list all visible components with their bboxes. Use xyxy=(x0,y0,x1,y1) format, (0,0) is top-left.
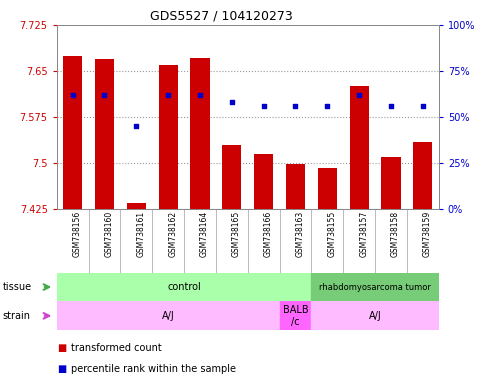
Bar xyxy=(318,168,337,209)
Text: BALB
/c: BALB /c xyxy=(282,305,308,327)
Point xyxy=(132,123,140,129)
Text: GSM738162: GSM738162 xyxy=(168,211,177,257)
Text: A/J: A/J xyxy=(369,311,382,321)
Point xyxy=(291,103,299,109)
Bar xyxy=(159,65,177,209)
Text: percentile rank within the sample: percentile rank within the sample xyxy=(71,364,237,374)
Text: GSM738155: GSM738155 xyxy=(327,211,336,257)
Point xyxy=(419,103,427,109)
Text: tissue: tissue xyxy=(2,282,32,292)
Bar xyxy=(350,86,369,209)
Text: ■: ■ xyxy=(57,364,66,374)
Text: rhabdomyosarcoma tumor: rhabdomyosarcoma tumor xyxy=(319,283,431,291)
Text: GSM738156: GSM738156 xyxy=(72,211,82,257)
Bar xyxy=(382,157,400,209)
Text: control: control xyxy=(167,282,201,292)
Bar xyxy=(286,164,305,209)
Point xyxy=(260,103,268,109)
Point xyxy=(355,92,363,98)
Bar xyxy=(312,301,439,330)
Bar xyxy=(127,203,146,209)
Bar xyxy=(190,58,210,209)
Text: GSM738166: GSM738166 xyxy=(264,211,273,257)
Point xyxy=(101,92,108,98)
Point xyxy=(387,103,395,109)
Text: GSM738157: GSM738157 xyxy=(359,211,368,257)
Point xyxy=(323,103,331,109)
Text: A/J: A/J xyxy=(162,311,175,321)
Bar xyxy=(222,145,242,209)
Text: GSM738158: GSM738158 xyxy=(391,211,400,257)
Bar xyxy=(95,59,114,209)
Bar xyxy=(413,142,432,209)
Point xyxy=(164,92,172,98)
Text: GSM738161: GSM738161 xyxy=(136,211,145,257)
Text: ■: ■ xyxy=(57,343,66,353)
Text: GSM738163: GSM738163 xyxy=(295,211,305,257)
Point xyxy=(228,99,236,106)
Text: strain: strain xyxy=(2,311,31,321)
Bar xyxy=(63,56,82,209)
Text: GSM738164: GSM738164 xyxy=(200,211,209,257)
Text: GSM738159: GSM738159 xyxy=(423,211,432,257)
Bar xyxy=(280,301,312,330)
Text: transformed count: transformed count xyxy=(71,343,162,353)
Text: GSM738160: GSM738160 xyxy=(105,211,113,257)
Text: GSM738165: GSM738165 xyxy=(232,211,241,257)
Bar xyxy=(254,154,273,209)
Point xyxy=(196,92,204,98)
Bar xyxy=(57,273,312,301)
Bar xyxy=(312,273,439,301)
Text: GDS5527 / 104120273: GDS5527 / 104120273 xyxy=(150,10,293,23)
Bar xyxy=(57,301,280,330)
Point xyxy=(69,92,76,98)
